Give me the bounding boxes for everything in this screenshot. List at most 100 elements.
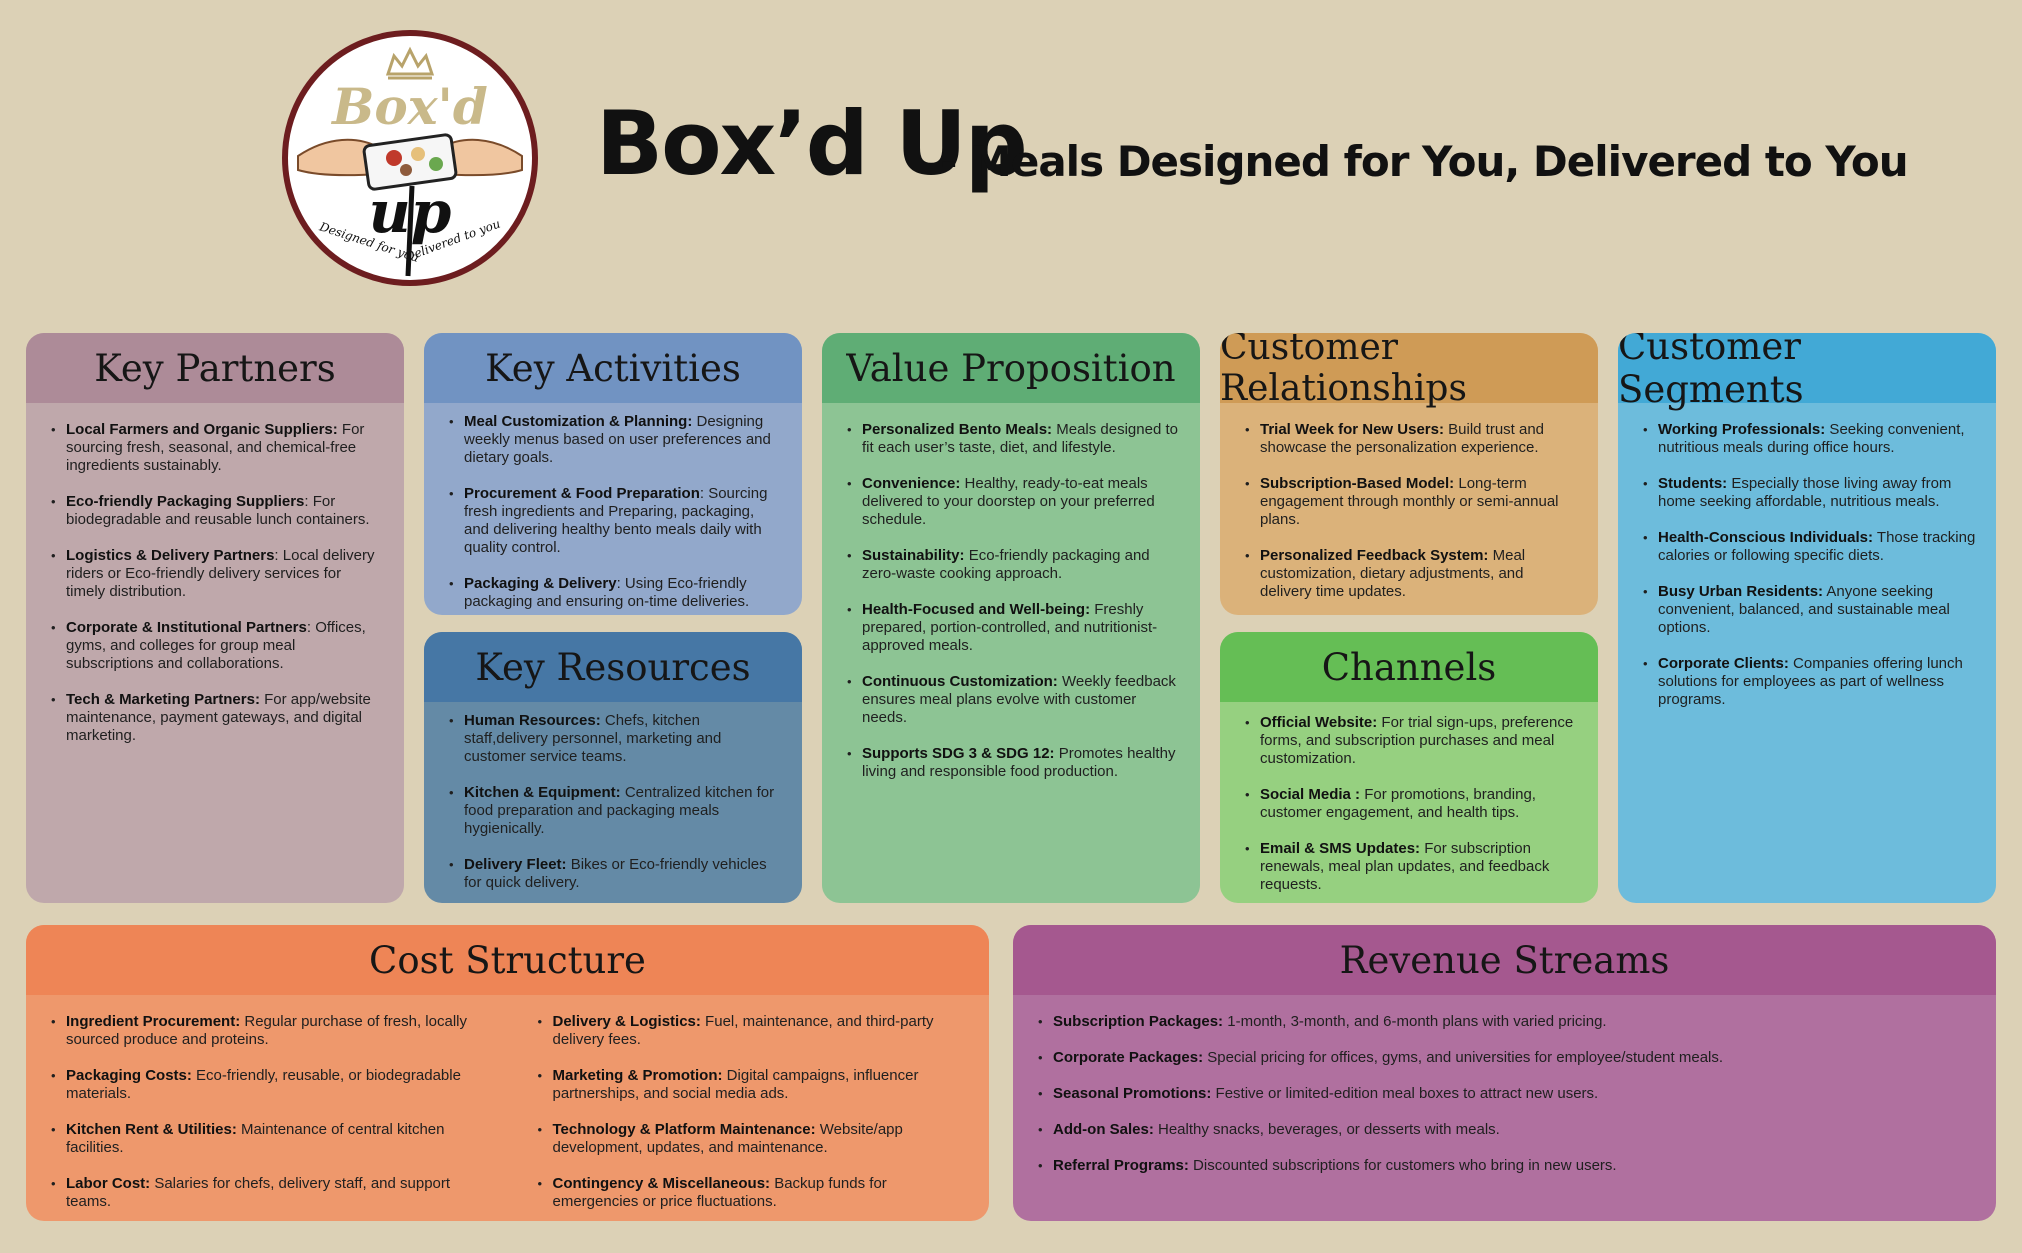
list-item-label: Delivery & Logistics: [552, 1013, 701, 1030]
list-item: Marketing & Promotion: Digital campaigns… [538, 1067, 970, 1103]
list-item: Add-on Sales: Healthy snacks, beverages,… [1038, 1121, 1976, 1139]
key-activities-list: Meal Customization & Planning: Designing… [424, 413, 802, 611]
list-item-label: Meal Customization & Planning: [464, 413, 693, 430]
list-item-label: Email & SMS Updates: [1260, 840, 1421, 857]
list-item: Convenience: Healthy, ready-to-eat meals… [847, 475, 1180, 529]
customer-segments-heading: Customer Segments [1618, 333, 1996, 411]
list-item: Official Website: For trial sign-ups, pr… [1245, 714, 1578, 768]
list-item: Technology & Platform Maintenance: Websi… [538, 1121, 970, 1157]
list-item-label: Subscription-Based Model: [1260, 475, 1455, 492]
list-item-text: Long-term engagement through monthly or … [1260, 475, 1559, 528]
list-item-label: Corporate Clients: [1658, 655, 1789, 672]
list-item: Delivery Fleet: Bikes or Eco-friendly ve… [449, 856, 782, 892]
list-item: Social Media : For promotions, branding,… [1245, 786, 1578, 822]
list-item-text: Digital campaigns, influencer partnershi… [552, 1067, 919, 1102]
list-item-text: Website/app development, updates, and ma… [552, 1121, 903, 1156]
list-item-text: Healthy snacks, beverages, or desserts w… [1153, 1121, 1500, 1138]
logo-graphic: Box'd up Designed for you Delivered to y… [297, 46, 523, 277]
list-item-label: Students: [1658, 475, 1728, 492]
key-activities-panel: Key Activities Meal Customization & Plan… [424, 333, 802, 615]
list-item-label: Labor Cost: [66, 1175, 151, 1192]
list-item-text: : Using Eco-friendly packaging and ensur… [464, 575, 750, 610]
list-item-text: : Sourcing fresh ingredients and Prepari… [464, 485, 768, 556]
list-item-label: Add-on Sales: [1053, 1121, 1154, 1138]
list-item: Ingredient Procurement: Regular purchase… [51, 1013, 483, 1049]
list-item-label: Seasonal Promotions: [1053, 1085, 1212, 1102]
list-item-label: Procurement & Food Preparation [464, 485, 700, 502]
list-item: Working Professionals: Seeking convenien… [1643, 421, 1976, 457]
list-item-text: Salaries for chefs, delivery staff, and … [66, 1175, 451, 1210]
logo-text-top: Box'd [330, 77, 488, 136]
list-item: Sustainability: Eco-friendly packaging a… [847, 547, 1180, 583]
list-item: Personalized Feedback System: Meal custo… [1245, 547, 1578, 601]
list-item: Packaging Costs: Eco-friendly, reusable,… [51, 1067, 483, 1103]
customer-relationships-panel: Customer Relationships Trial Week for Ne… [1220, 333, 1598, 615]
list-item-text: For subscription renewals, meal plan upd… [1260, 840, 1550, 893]
list-item: Trial Week for New Users: Build trust an… [1245, 421, 1578, 457]
list-item-text: Backup funds for emergencies or price fl… [552, 1175, 887, 1210]
page-subtitle: - Meals Designed for You, Delivered to Y… [940, 137, 1909, 186]
key-resources-heading: Key Resources [424, 632, 802, 702]
list-item-label: Corporate & Institutional Partners [66, 619, 307, 636]
key-partners-panel: Key Partners Local Farmers and Organic S… [26, 333, 404, 903]
list-item: Contingency & Miscellaneous: Backup fund… [538, 1175, 970, 1211]
list-item: Corporate Packages: Special pricing for … [1038, 1049, 1976, 1067]
list-item-text: Fuel, maintenance, and third-party deliv… [552, 1013, 934, 1048]
list-item: Referral Programs: Discounted subscripti… [1038, 1157, 1976, 1175]
list-item-label: Trial Week for New Users: [1260, 421, 1444, 438]
list-item-text: Centralized kitchen for food preparation… [464, 784, 775, 837]
list-item-text: Weekly feedback ensures meal plans evolv… [862, 673, 1176, 726]
list-item-label: Tech & Marketing Partners: [66, 691, 260, 708]
list-item-label: Corporate Packages: [1053, 1049, 1204, 1066]
list-item-text: Especially those living away from home s… [1658, 475, 1952, 510]
list-item: Packaging & Delivery: Using Eco-friendly… [449, 575, 782, 611]
list-item: Tech & Marketing Partners: For app/websi… [51, 691, 384, 745]
boxd-up-logo: Box'd up Designed for you Delivered to y… [282, 30, 538, 286]
key-resources-panel: Key Resources Human Resources: Chefs, ki… [424, 632, 802, 903]
list-item: Kitchen & Equipment: Centralized kitchen… [449, 784, 782, 838]
value-proposition-list: Personalized Bento Meals: Meals designed… [822, 421, 1200, 781]
list-item-label: Referral Programs: [1053, 1157, 1189, 1174]
list-item-text: Maintenance of central kitchen facilitie… [66, 1121, 445, 1156]
list-item-text: Discounted subscriptions for customers w… [1188, 1157, 1617, 1174]
list-item-label: Packaging Costs: [66, 1067, 192, 1084]
list-item-label: Logistics & Delivery Partners [66, 547, 275, 564]
list-item-text: Meals designed to fit each user’s taste,… [862, 421, 1178, 456]
revenue-streams-panel: Revenue Streams Subscription Packages: 1… [1013, 925, 1996, 1221]
list-item: Seasonal Promotions: Festive or limited-… [1038, 1085, 1976, 1103]
cost-structure-panel: Cost Structure Ingredient Procurement: R… [26, 925, 989, 1221]
bento-box-icon [362, 133, 458, 191]
list-item-text: Anyone seeking convenient, balanced, and… [1658, 583, 1950, 636]
revenue-streams-heading: Revenue Streams [1013, 925, 1996, 995]
list-item-label: Ingredient Procurement: [66, 1013, 241, 1030]
cost-structure-heading: Cost Structure [26, 925, 989, 995]
hands-icon [297, 138, 523, 177]
channels-panel: Channels Official Website: For trial sig… [1220, 632, 1598, 903]
list-item-text: Eco-friendly packaging and zero-waste co… [862, 547, 1150, 582]
list-item-text: Freshly prepared, portion-controlled, an… [862, 601, 1158, 654]
list-item-label: Social Media : [1260, 786, 1361, 803]
list-item-label: Busy Urban Residents: [1658, 583, 1824, 600]
cost-structure-list-right: Delivery & Logistics: Fuel, maintenance,… [513, 1013, 990, 1221]
list-item-text: For sourcing fresh, seasonal, and chemic… [66, 421, 365, 474]
list-item-text: Regular purchase of fresh, locally sourc… [66, 1013, 467, 1048]
list-item-text: Chefs, kitchen staff,delivery personnel,… [464, 712, 722, 765]
list-item-label: Subscription Packages: [1053, 1013, 1224, 1030]
list-item: Corporate & Institutional Partners: Offi… [51, 619, 384, 673]
list-item-text: Companies offering lunch solutions for e… [1658, 655, 1963, 708]
list-item-text: For trial sign-ups, preference forms, an… [1260, 714, 1574, 767]
list-item-text: : For biodegradable and reusable lunch c… [66, 493, 370, 528]
list-item: Corporate Clients: Companies offering lu… [1643, 655, 1976, 709]
list-item-text: Designing weekly menus based on user pre… [464, 413, 771, 466]
list-item-text: Healthy, ready-to-eat meals delivered to… [862, 475, 1155, 528]
list-item-text: : Offices, gyms, and colleges for group … [66, 619, 366, 672]
list-item: Busy Urban Residents: Anyone seeking con… [1643, 583, 1976, 637]
list-item-label: Delivery Fleet: [464, 856, 567, 873]
list-item: Health-Conscious Individuals: Those trac… [1643, 529, 1976, 565]
crown-icon [385, 46, 435, 80]
list-item: Continuous Customization: Weekly feedbac… [847, 673, 1180, 727]
list-item-text: For promotions, branding, customer engag… [1260, 786, 1536, 821]
customer-relationships-heading: Customer Relationships [1220, 333, 1598, 409]
key-partners-heading: Key Partners [26, 333, 404, 403]
list-item-label: Marketing & Promotion: [552, 1067, 723, 1084]
